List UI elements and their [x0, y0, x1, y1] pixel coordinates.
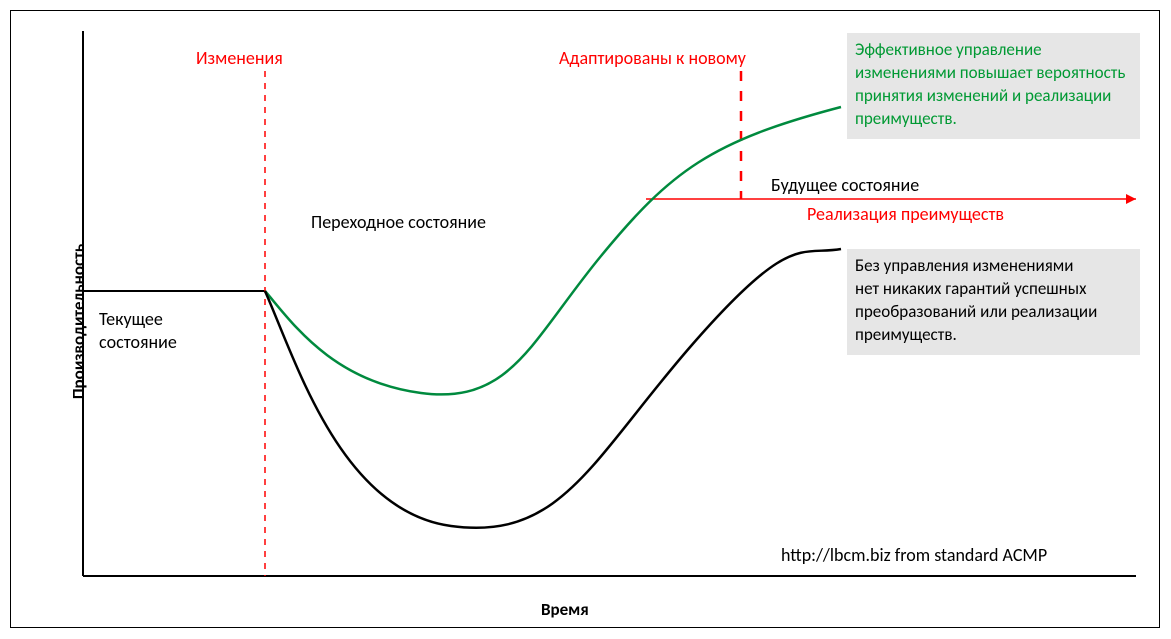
label-future-state: Будущее состояние — [771, 174, 919, 196]
curve-without-management — [265, 249, 841, 528]
annotation-without-management: Без управления измененияминет никаких га… — [847, 249, 1140, 355]
chart-frame: Производительность Время Изменения Адапт… — [10, 10, 1160, 628]
label-transition-state: Переходное состояние — [311, 211, 486, 233]
y-axis-label: Производительность — [68, 244, 89, 399]
annotation-with-management: Эффективное управление изменениями повыш… — [847, 33, 1140, 139]
label-realization: Реализация преимуществ — [807, 203, 1004, 225]
attribution-text: http://lbcm.biz from standard ACMP — [781, 544, 1047, 566]
label-changes: Изменения — [196, 47, 283, 69]
label-current-state: Текущеесостояние — [99, 308, 177, 353]
curve-with-management — [265, 107, 841, 394]
realization-arrow-head — [1126, 194, 1136, 204]
label-adapted: Адаптированы к новому — [559, 47, 746, 69]
x-axis-label: Время — [541, 599, 589, 620]
